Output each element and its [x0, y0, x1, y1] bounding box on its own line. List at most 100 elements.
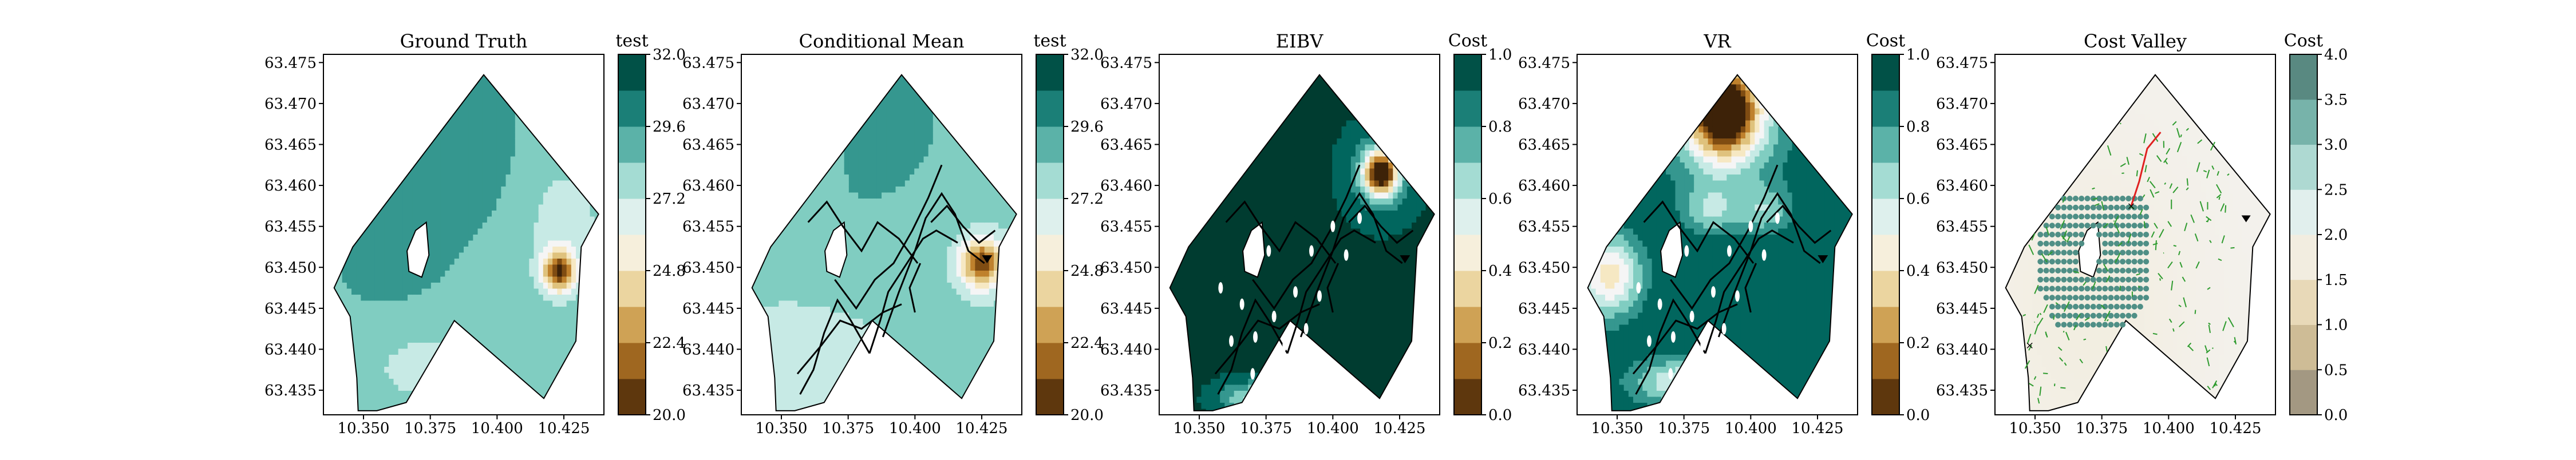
heatmap-cell — [501, 187, 506, 193]
heatmap-cell — [520, 109, 525, 115]
heatmap-cell — [459, 145, 464, 151]
heatmap-cell — [557, 337, 562, 343]
heatmap-cell — [375, 54, 380, 61]
heatmap-cell — [830, 397, 835, 403]
heatmap-cell — [552, 199, 558, 205]
heatmap-cell — [342, 102, 347, 109]
heatmap-cell — [459, 373, 464, 379]
heatmap-cell — [830, 145, 835, 151]
heatmap-cell — [487, 361, 492, 367]
heatmap-cell — [455, 229, 460, 235]
heatmap-cell — [562, 109, 567, 115]
heatmap-cell — [347, 114, 352, 121]
heatmap-cell — [417, 355, 422, 361]
heatmap-cell — [784, 235, 789, 241]
heatmap-cell — [328, 66, 333, 73]
heatmap-cell — [408, 138, 413, 145]
heatmap-cell — [524, 337, 530, 343]
heatmap-cell — [543, 283, 548, 289]
heatmap-cell — [455, 301, 460, 307]
heatmap-cell — [515, 193, 520, 199]
heatmap-cell — [571, 361, 576, 367]
heatmap-cell — [445, 169, 450, 175]
heatmap-cell — [333, 391, 338, 397]
heatmap-cell — [788, 355, 793, 361]
heatmap-cell — [403, 409, 408, 415]
heatmap-cell — [539, 169, 544, 175]
heatmap-cell — [774, 247, 779, 253]
heatmap-cell — [412, 73, 417, 79]
heatmap-cell — [769, 391, 775, 397]
heatmap-cell — [802, 355, 807, 361]
heatmap-cell — [585, 133, 590, 139]
heatmap-cell — [342, 90, 347, 97]
heatmap-cell — [567, 90, 572, 97]
heatmap-cell — [562, 217, 567, 223]
heatmap-cell — [524, 199, 530, 205]
heatmap-cell — [450, 150, 455, 157]
heatmap-cell — [774, 259, 779, 265]
heatmap-cell — [417, 73, 422, 79]
heatmap-cell — [389, 271, 394, 277]
heatmap-cell — [440, 301, 445, 307]
heatmap-cell — [328, 90, 333, 97]
heatmap-cell — [375, 373, 380, 379]
heatmap-cell — [830, 78, 835, 85]
heatmap-cell — [351, 145, 357, 151]
heatmap-cell — [323, 391, 329, 397]
heatmap-cell — [496, 289, 501, 295]
heatmap-cell — [807, 145, 812, 151]
heatmap-cell — [543, 223, 548, 229]
heatmap-cell — [496, 367, 501, 373]
heatmap-cell — [492, 373, 497, 379]
heatmap-cell — [361, 85, 366, 91]
heatmap-cell — [529, 367, 534, 373]
heatmap-cell — [543, 157, 548, 163]
heatmap-cell — [333, 187, 338, 193]
heatmap-cell — [464, 205, 469, 211]
heatmap-cell — [323, 181, 329, 187]
heatmap-cell — [370, 199, 376, 205]
heatmap-cell — [590, 85, 595, 91]
colorbar-tick-label: 27.2 — [653, 191, 686, 208]
heatmap-cell — [366, 397, 371, 403]
heatmap-cell — [571, 235, 576, 241]
heatmap-cell — [802, 133, 807, 139]
heatmap-cell — [580, 181, 586, 187]
heatmap-cell — [585, 397, 590, 403]
heatmap-cell — [567, 133, 572, 139]
heatmap-cell — [793, 85, 798, 91]
heatmap-cell — [492, 271, 497, 277]
heatmap-cell — [746, 193, 751, 199]
heatmap-cell — [356, 223, 361, 229]
heatmap-cell — [455, 54, 460, 61]
heatmap-cell — [473, 385, 478, 391]
heatmap-cell — [548, 199, 553, 205]
heatmap-cell — [816, 217, 821, 223]
heatmap-cell — [455, 157, 460, 163]
heatmap-cell — [520, 397, 525, 403]
heatmap-cell — [408, 61, 413, 67]
heatmap-cell — [515, 90, 520, 97]
heatmap-cell — [567, 145, 572, 151]
heatmap-cell — [760, 181, 765, 187]
heatmap-cell — [529, 277, 534, 283]
heatmap-cell — [779, 271, 784, 277]
heatmap-cell — [816, 313, 821, 319]
heatmap-cell — [576, 73, 581, 79]
heatmap-cell — [543, 265, 548, 271]
heatmap-cell — [328, 175, 333, 181]
heatmap-cell — [436, 307, 441, 313]
heatmap-cell — [375, 277, 380, 283]
heatmap-cell — [840, 66, 845, 73]
heatmap-cell — [779, 109, 784, 115]
heatmap-cell — [750, 379, 756, 385]
heatmap-cell — [511, 187, 516, 193]
heatmap-cell — [398, 175, 404, 181]
heatmap-cell — [412, 121, 417, 127]
heatmap-cell — [422, 403, 427, 409]
heatmap-cell — [797, 54, 803, 61]
y-tick-label: 63.460 — [264, 177, 317, 195]
heatmap-cell — [370, 295, 376, 301]
